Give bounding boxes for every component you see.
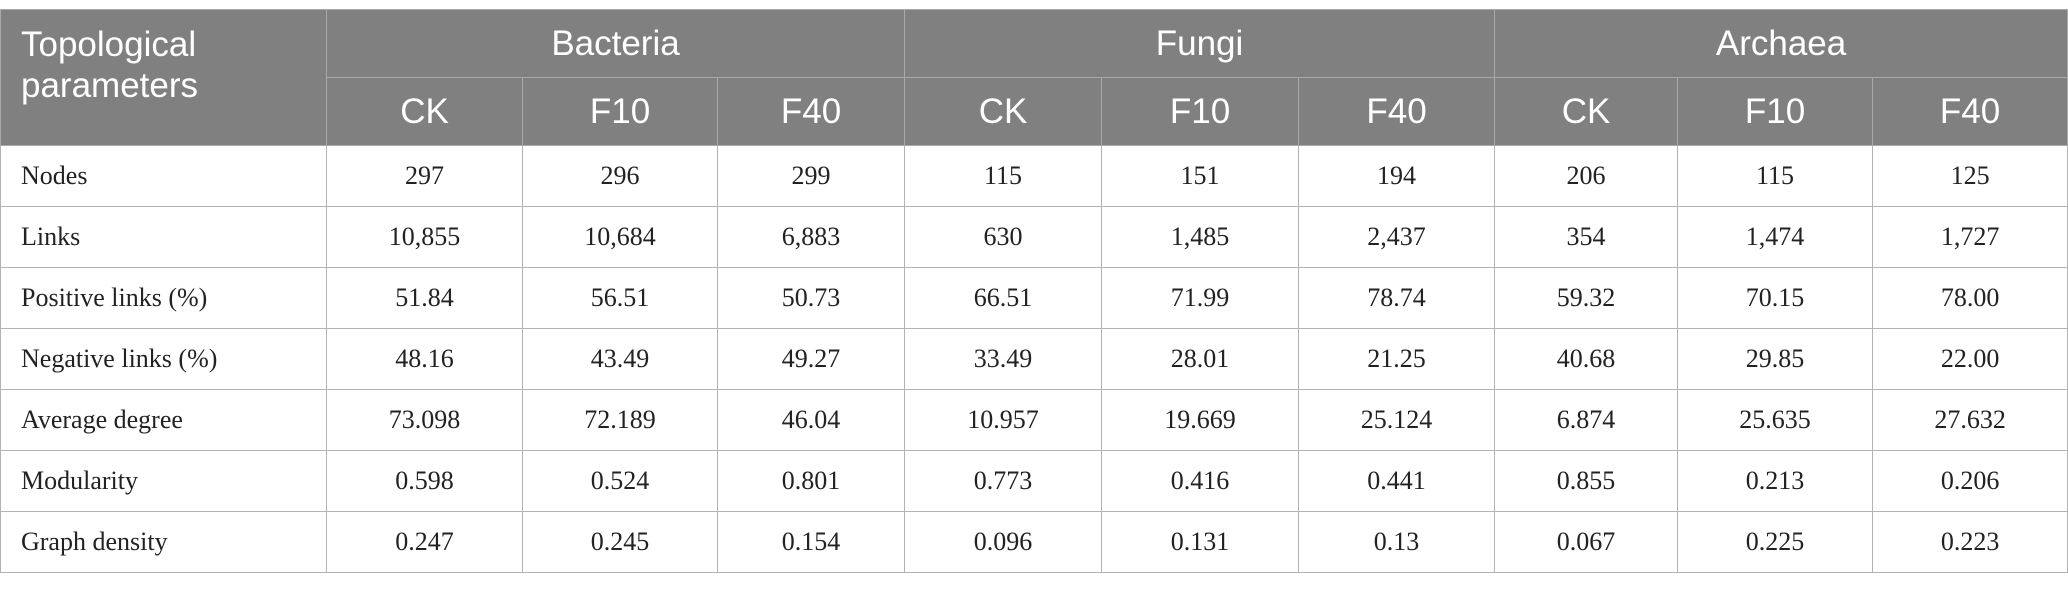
sub-header-fungi-f10: F10 [1101,77,1300,146]
table-cell: 19.669 [1101,389,1300,451]
table-cell: 0.13 [1298,511,1496,573]
table-cell: 296 [522,145,718,207]
table-cell: 0.855 [1494,450,1679,512]
sub-header-bacteria-ck: CK [326,77,523,146]
sub-header-fungi-ck: CK [904,77,1103,146]
row-label: Positive links (%) [0,267,327,329]
table-cell: 25.635 [1677,389,1874,451]
table-row: Average degree 73.098 72.189 46.04 10.95… [0,389,2068,451]
table-cell: 66.51 [904,267,1103,329]
corner-header: Topological parameters [0,9,327,146]
table-cell: 0.206 [1872,450,2068,512]
table-row: Negative links (%) 48.16 43.49 49.27 33.… [0,328,2068,390]
sub-header-archaea-ck: CK [1494,77,1679,146]
table-cell: 10,684 [522,206,718,268]
table-cell: 27.632 [1872,389,2068,451]
sub-header-archaea-f10: F10 [1677,77,1874,146]
table-cell: 0.773 [904,450,1103,512]
table-cell: 29.85 [1677,328,1874,390]
table-cell: 125 [1872,145,2068,207]
row-label: Negative links (%) [0,328,327,390]
table-cell: 78.74 [1298,267,1496,329]
table-cell: 50.73 [716,267,906,329]
table-cell: 630 [904,206,1103,268]
table-cell: 10.957 [904,389,1103,451]
table-cell: 0.416 [1101,450,1300,512]
table-cell: 194 [1298,145,1496,207]
table-cell: 0.067 [1494,511,1679,573]
table-row: Links 10,855 10,684 6,883 630 1,485 2,43… [0,206,2068,268]
table-cell: 28.01 [1101,328,1300,390]
table-cell: 0.441 [1298,450,1496,512]
table-cell: 1,474 [1677,206,1874,268]
table-cell: 2,437 [1298,206,1496,268]
table-cell: 78.00 [1872,267,2068,329]
table-cell: 0.131 [1101,511,1300,573]
sub-header-bacteria-f40: F40 [716,77,906,146]
table-cell: 0.524 [522,450,718,512]
table-cell: 49.27 [716,328,906,390]
row-label: Graph density [0,511,327,573]
table-cell: 1,485 [1101,206,1300,268]
table-cell: 151 [1101,145,1300,207]
table-cell: 299 [716,145,906,207]
table-cell: 59.32 [1494,267,1679,329]
treatment-header-row: CK F10 F40 CK F10 F40 CK F10 F40 [1,77,2068,146]
table-cell: 206 [1494,145,1679,207]
row-label: Modularity [0,450,327,512]
table-cell: 0.247 [326,511,523,573]
table-cell: 25.124 [1298,389,1496,451]
table-cell: 43.49 [522,328,718,390]
table-cell: 33.49 [904,328,1103,390]
table-row: Graph density 0.247 0.245 0.154 0.096 0.… [0,511,2068,573]
table-cell: 71.99 [1101,267,1300,329]
row-label: Nodes [0,145,327,207]
table-row: Nodes 297 296 299 115 151 194 206 115 12… [0,145,2068,207]
group-header-row: Topological parameters Bacteria Fungi Ar… [0,9,2068,146]
table-cell: 0.225 [1677,511,1874,573]
table-cell: 115 [1677,145,1874,207]
table-cell: 70.15 [1677,267,1874,329]
table-cell: 73.098 [326,389,523,451]
table-cell: 0.223 [1872,511,2068,573]
table-cell: 6.874 [1494,389,1679,451]
group-header-bacteria: Bacteria [325,9,906,78]
table-cell: 0.154 [716,511,906,573]
group-header-fungi: Fungi [904,9,1496,78]
table-cell: 56.51 [522,267,718,329]
table-cell: 51.84 [326,267,523,329]
table-row: Positive links (%) 51.84 56.51 50.73 66.… [0,267,2068,329]
table-cell: 0.096 [904,511,1103,573]
table-cell: 40.68 [1494,328,1679,390]
row-label: Average degree [0,389,327,451]
table-cell: 354 [1494,206,1679,268]
table-cell: 48.16 [326,328,523,390]
sub-header-archaea-f40: F40 [1872,77,2068,146]
row-label: Links [0,206,327,268]
table-row: Modularity 0.598 0.524 0.801 0.773 0.416… [0,450,2068,512]
sub-header-bacteria-f10: F10 [522,77,718,146]
table-cell: 0.801 [716,450,906,512]
table-cell: 21.25 [1298,328,1496,390]
table-cell: 1,727 [1872,206,2068,268]
table-cell: 22.00 [1872,328,2068,390]
table-body: Nodes 297 296 299 115 151 194 206 115 12… [0,145,2068,573]
table-cell: 72.189 [522,389,718,451]
table-cell: 0.598 [326,450,523,512]
sub-header-fungi-f40: F40 [1298,77,1496,146]
table-cell: 115 [904,145,1103,207]
topological-parameters-table: Topological parameters Bacteria Fungi Ar… [0,9,2068,573]
table-cell: 10,855 [326,206,523,268]
table-cell: 6,883 [716,206,906,268]
table-cell: 46.04 [716,389,906,451]
group-header-archaea: Archaea [1494,9,2068,78]
table-cell: 0.245 [522,511,718,573]
table-cell: 0.213 [1677,450,1874,512]
table-cell: 297 [326,145,523,207]
